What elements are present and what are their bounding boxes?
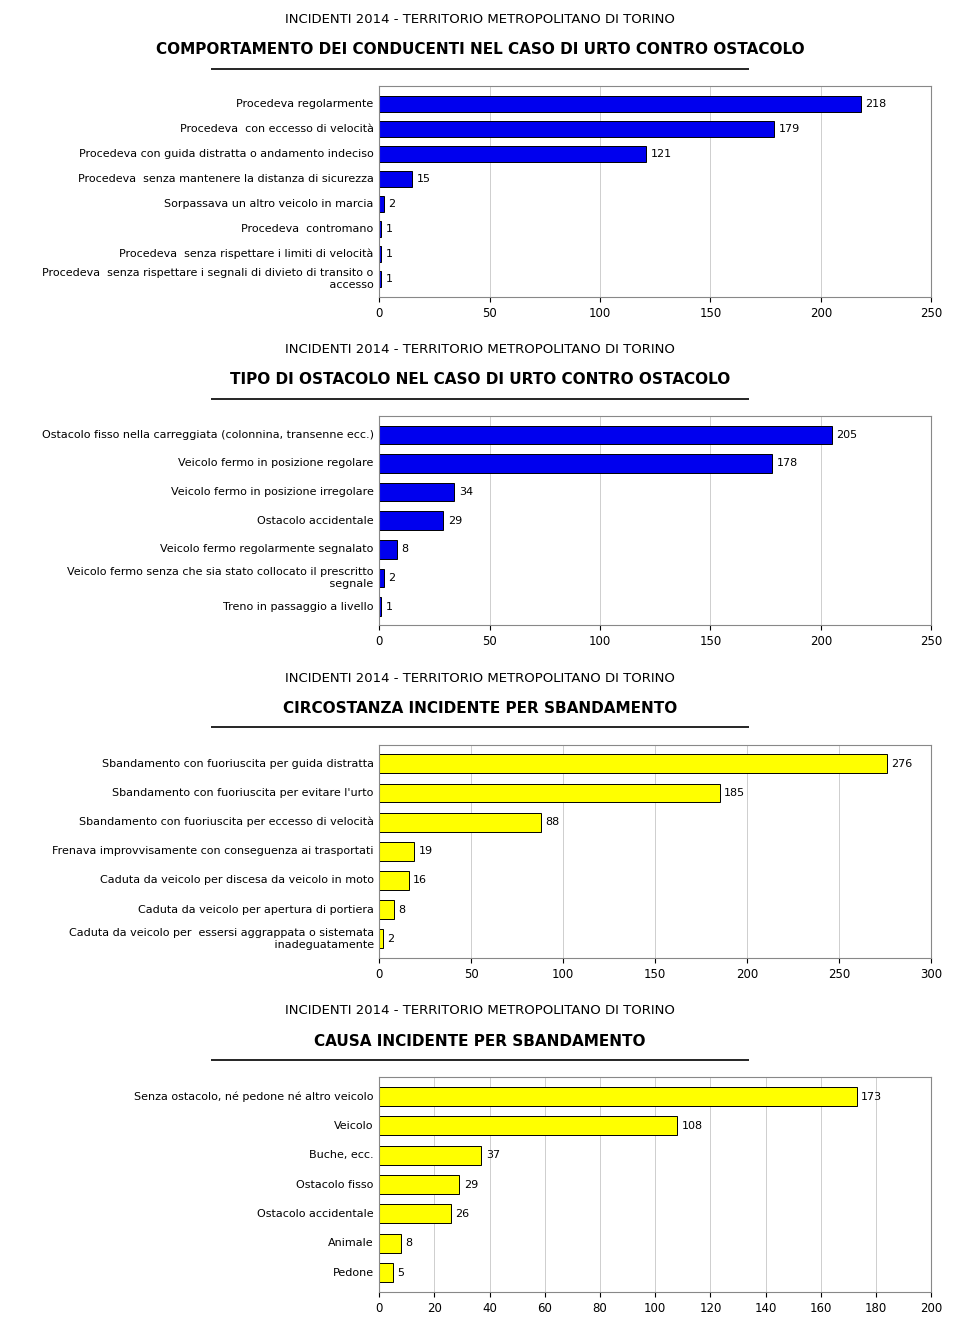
Text: 29: 29 (447, 515, 462, 526)
Text: 2: 2 (388, 572, 396, 583)
Text: 34: 34 (459, 488, 473, 497)
Text: INCIDENTI 2014 - TERRITORIO METROPOLITANO DI TORINO: INCIDENTI 2014 - TERRITORIO METROPOLITAN… (285, 13, 675, 26)
Text: 108: 108 (682, 1121, 703, 1130)
Text: INCIDENTI 2014 - TERRITORIO METROPOLITANO DI TORINO: INCIDENTI 2014 - TERRITORIO METROPOLITAN… (285, 1004, 675, 1018)
Bar (379, 841, 414, 861)
Bar (379, 246, 381, 262)
Text: 8: 8 (401, 545, 408, 554)
Bar (379, 146, 646, 162)
Text: 19: 19 (419, 847, 433, 856)
Text: 218: 218 (865, 99, 886, 109)
Text: 29: 29 (464, 1179, 478, 1190)
Bar (379, 121, 775, 136)
Text: 2: 2 (388, 199, 396, 209)
Text: 8: 8 (398, 905, 405, 914)
Text: 26: 26 (455, 1208, 469, 1219)
Text: CAUSA INCIDENTE PER SBANDAMENTO: CAUSA INCIDENTE PER SBANDAMENTO (314, 1034, 646, 1048)
Bar (379, 598, 381, 616)
Text: 121: 121 (651, 148, 672, 159)
Text: 88: 88 (545, 818, 560, 827)
Text: 1: 1 (386, 224, 393, 235)
Bar (379, 1175, 459, 1194)
Text: 2: 2 (387, 934, 395, 943)
Bar (379, 270, 381, 288)
Bar (379, 482, 454, 501)
Text: 1: 1 (386, 274, 393, 284)
Text: 8: 8 (406, 1239, 413, 1248)
Bar (379, 1146, 481, 1165)
Bar (379, 196, 384, 212)
Bar (379, 1234, 401, 1252)
Text: 205: 205 (836, 429, 857, 440)
Bar (379, 171, 413, 187)
Text: CIRCOSTANZA INCIDENTE PER SBANDAMENTO: CIRCOSTANZA INCIDENTE PER SBANDAMENTO (283, 701, 677, 716)
Text: COMPORTAMENTO DEI CONDUCENTI NEL CASO DI URTO CONTRO OSTACOLO: COMPORTAMENTO DEI CONDUCENTI NEL CASO DI… (156, 42, 804, 57)
Text: 185: 185 (724, 788, 745, 798)
Bar (379, 454, 772, 473)
Bar (379, 929, 383, 949)
Text: 1: 1 (386, 602, 393, 612)
Text: 173: 173 (861, 1092, 882, 1101)
Bar (379, 568, 384, 587)
Text: INCIDENTI 2014 - TERRITORIO METROPOLITANO DI TORINO: INCIDENTI 2014 - TERRITORIO METROPOLITAN… (285, 343, 675, 356)
Text: 1: 1 (386, 249, 393, 260)
Bar (379, 221, 381, 237)
Text: 15: 15 (417, 174, 431, 184)
Bar (379, 511, 444, 530)
Bar (379, 900, 394, 920)
Bar (379, 95, 860, 113)
Bar (379, 1263, 393, 1283)
Bar (379, 754, 887, 774)
Bar (379, 812, 541, 832)
Text: 37: 37 (486, 1150, 500, 1161)
Text: TIPO DI OSTACOLO NEL CASO DI URTO CONTRO OSTACOLO: TIPO DI OSTACOLO NEL CASO DI URTO CONTRO… (229, 372, 731, 387)
Bar (379, 1117, 678, 1136)
Text: 16: 16 (413, 876, 427, 885)
Bar (379, 425, 831, 444)
Text: 276: 276 (892, 759, 913, 768)
Text: 179: 179 (779, 123, 800, 134)
Bar (379, 1086, 856, 1106)
Text: INCIDENTI 2014 - TERRITORIO METROPOLITANO DI TORINO: INCIDENTI 2014 - TERRITORIO METROPOLITAN… (285, 672, 675, 685)
Text: 5: 5 (397, 1268, 404, 1277)
Bar (379, 871, 409, 890)
Text: 178: 178 (777, 458, 798, 469)
Bar (379, 783, 720, 803)
Bar (379, 1204, 451, 1223)
Bar (379, 541, 396, 559)
